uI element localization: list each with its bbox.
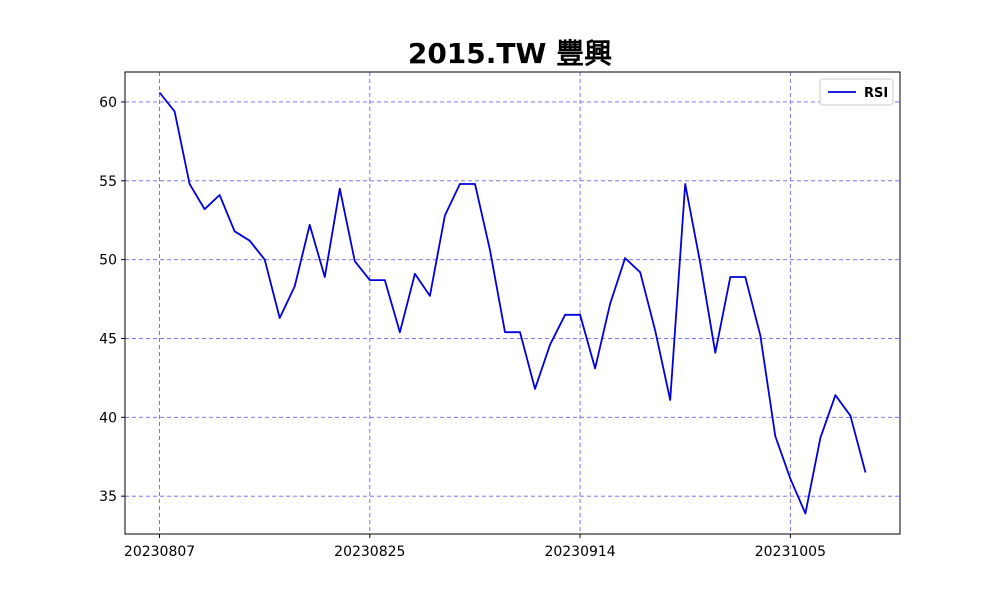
grid-lines bbox=[125, 72, 900, 534]
legend-box bbox=[819, 78, 894, 106]
x-tick-label: 20230807 bbox=[124, 544, 195, 560]
y-tick-label: 35 bbox=[99, 489, 117, 505]
legend-label-rsi: RSI bbox=[864, 86, 888, 101]
y-tick-label: 50 bbox=[99, 253, 117, 269]
y-tick-label: 40 bbox=[99, 410, 117, 426]
series-layer bbox=[158, 91, 867, 515]
x-tick-label: 20231005 bbox=[755, 544, 826, 560]
x-tick-label: 20230914 bbox=[544, 544, 615, 560]
y-tick-label: 45 bbox=[99, 331, 117, 347]
y-tick-label: 60 bbox=[99, 95, 117, 111]
series-line-rsi bbox=[158, 91, 867, 515]
chart-title: 2015.TW 豐興 bbox=[408, 37, 612, 70]
y-axis: 35 40 45 50 55 60 bbox=[99, 95, 125, 505]
y-tick-label: 55 bbox=[99, 174, 117, 190]
x-tick-label: 20230825 bbox=[334, 544, 405, 560]
x-axis: 20230807 20230825 20230914 20231005 bbox=[124, 534, 826, 560]
plot-frame bbox=[124, 71, 901, 535]
legend: RSI bbox=[819, 78, 894, 106]
plot-area bbox=[125, 72, 900, 534]
